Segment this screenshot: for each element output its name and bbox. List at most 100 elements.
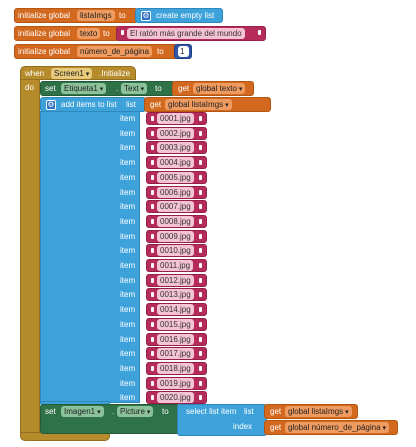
item-text-block[interactable]: 0018.jpg — [146, 362, 207, 375]
item-value-field[interactable]: 0011.jpg — [157, 260, 194, 271]
variable-dropdown[interactable]: global número_de_página — [285, 422, 389, 433]
item-text-block[interactable]: 0020.jpg — [146, 391, 207, 404]
get-label: get — [178, 84, 190, 93]
init-numero-block[interactable]: initialize global número_de_página to — [14, 44, 178, 59]
item-label: item — [120, 364, 136, 373]
quote-close-icon — [199, 204, 202, 209]
quote-open-icon — [151, 234, 154, 239]
to-label: to — [119, 11, 126, 20]
item-label: item — [120, 143, 136, 152]
to-label: to — [103, 29, 110, 38]
item-text-block[interactable]: 0012.jpg — [146, 274, 207, 287]
item-value-field[interactable]: 0013.jpg — [157, 289, 194, 300]
gear-icon[interactable]: ⚙ — [46, 100, 56, 110]
quote-close-icon — [199, 337, 202, 342]
item-text-block[interactable]: 0004.jpg — [146, 156, 207, 169]
to-label: to — [155, 84, 162, 93]
item-text-block[interactable]: 0005.jpg — [146, 171, 207, 184]
add-items-body — [40, 111, 140, 403]
get-global-texto-block[interactable]: get global texto — [172, 81, 254, 96]
var-name-field[interactable]: número_de_página — [77, 46, 152, 57]
init-texto-block[interactable]: initialize global texto to — [14, 26, 120, 41]
item-value-field[interactable]: 0017.jpg — [157, 348, 194, 359]
item-text-block[interactable]: 0013.jpg — [146, 288, 207, 301]
item-label: item — [120, 173, 136, 182]
property-dropdown[interactable]: Picture — [117, 406, 154, 417]
when-screen-initialize-block[interactable]: when Screen1 .Initialize — [20, 66, 136, 80]
set-label: set — [45, 407, 56, 416]
item-value-field[interactable]: 0006.jpg — [157, 187, 194, 198]
item-value-field[interactable]: 0001.jpg — [157, 113, 194, 124]
set-etiqueta-text-block[interactable]: set Etiqueta1 . Text to — [40, 81, 175, 96]
item-value-field[interactable]: 0016.jpg — [157, 334, 194, 345]
item-text-block[interactable]: 0014.jpg — [146, 303, 207, 316]
component-dropdown[interactable]: Screen1 — [51, 68, 93, 79]
item-value-field[interactable]: 0007.jpg — [157, 201, 194, 212]
gear-icon[interactable]: ⚙ — [141, 11, 151, 21]
item-value-field[interactable]: 0014.jpg — [157, 304, 194, 315]
item-text-block[interactable]: 0001.jpg — [146, 112, 207, 125]
number-value-field[interactable]: 1 — [178, 46, 189, 57]
item-value-field[interactable]: 0008.jpg — [157, 216, 194, 227]
init-keyword: initialize global — [18, 47, 71, 56]
item-text-block[interactable]: 0019.jpg — [146, 377, 207, 390]
item-text-block[interactable]: 0002.jpg — [146, 127, 207, 140]
item-text-block[interactable]: 0010.jpg — [146, 244, 207, 257]
select-list-item-block[interactable]: select list item list index — [177, 404, 267, 436]
item-text-block[interactable]: 0007.jpg — [146, 200, 207, 213]
var-name-field[interactable]: listaImgs — [77, 10, 115, 21]
item-text-block[interactable]: 0016.jpg — [146, 333, 207, 346]
do-label: do — [25, 83, 34, 92]
item-value-field[interactable]: 0015.jpg — [157, 319, 194, 330]
quote-close-icon — [199, 248, 202, 253]
create-empty-list-block[interactable]: ⚙ create empty list — [135, 8, 223, 23]
quote-close-icon — [199, 307, 202, 312]
quote-open-icon — [151, 175, 154, 180]
item-value-field[interactable]: 0003.jpg — [157, 142, 194, 153]
item-label: item — [120, 261, 136, 270]
quote-close-icon — [199, 145, 202, 150]
variable-dropdown[interactable]: global listaImgs — [285, 406, 352, 417]
item-text-block[interactable]: 0003.jpg — [146, 141, 207, 154]
set-imagen-picture-block[interactable]: set Imagen1 . Picture to — [40, 404, 180, 434]
property-dropdown[interactable]: Text — [121, 83, 148, 94]
get-global-numero-block[interactable]: get global número_de_página — [264, 420, 398, 435]
item-text-block[interactable]: 0009.jpg — [146, 230, 207, 243]
text-value-field[interactable]: El ratón más grande del mundo — [127, 28, 245, 39]
get-global-listaimgs-block[interactable]: get global listaImgs — [264, 404, 358, 419]
item-text-block[interactable]: 0017.jpg — [146, 347, 207, 360]
quote-close-icon — [199, 292, 202, 297]
var-name-field[interactable]: texto — [77, 28, 101, 39]
item-text-block[interactable]: 0006.jpg — [146, 186, 207, 199]
item-label: item — [120, 305, 136, 314]
item-value-field[interactable]: 0002.jpg — [157, 128, 194, 139]
quote-close-icon — [199, 366, 202, 371]
quote-open-icon — [151, 204, 154, 209]
quote-close-icon — [199, 175, 202, 180]
item-value-field[interactable]: 0010.jpg — [157, 245, 194, 256]
item-text-block[interactable]: 0011.jpg — [146, 259, 207, 272]
item-value-field[interactable]: 0019.jpg — [157, 378, 194, 389]
number-block[interactable]: 1 — [174, 44, 192, 59]
text-string-block[interactable]: El ratón más grande del mundo — [116, 26, 266, 41]
item-value-field[interactable]: 0012.jpg — [157, 275, 194, 286]
item-text-block[interactable]: 0008.jpg — [146, 215, 207, 228]
item-label: item — [120, 217, 136, 226]
init-listaimgs-block[interactable]: initialize global listaImgs to — [14, 8, 138, 23]
component-dropdown[interactable]: Etiqueta1 — [61, 83, 107, 94]
item-label: item — [120, 202, 136, 211]
item-value-field[interactable]: 0018.jpg — [157, 363, 194, 374]
item-value-field[interactable]: 0009.jpg — [157, 231, 194, 242]
component-dropdown[interactable]: Imagen1 — [61, 406, 104, 417]
item-label: item — [120, 393, 136, 402]
quote-close-icon — [199, 160, 202, 165]
item-text-block[interactable]: 0015.jpg — [146, 318, 207, 331]
get-global-listaimgs-block[interactable]: get global listaImgs — [144, 97, 271, 112]
variable-dropdown[interactable]: global texto — [193, 83, 246, 94]
item-value-field[interactable]: 0004.jpg — [157, 157, 194, 168]
variable-dropdown[interactable]: global listaImgs — [165, 99, 232, 110]
item-value-field[interactable]: 0005.jpg — [157, 172, 194, 183]
quote-open-icon — [151, 381, 154, 386]
add-items-to-list-block[interactable]: ⚙ add items to list list — [40, 97, 146, 112]
item-value-field[interactable]: 0020.jpg — [157, 392, 194, 403]
